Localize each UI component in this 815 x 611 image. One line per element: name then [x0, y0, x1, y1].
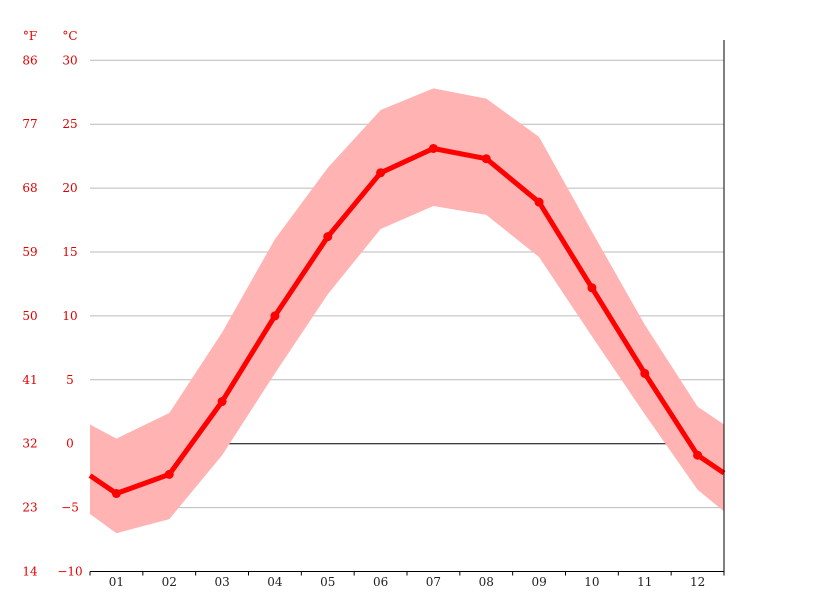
celsius-tick-label: 30 — [62, 53, 77, 67]
celsius-tick-label: 25 — [62, 117, 77, 131]
data-point — [111, 489, 121, 499]
celsius-unit-label: °C — [62, 29, 77, 43]
fahrenheit-unit-label: °F — [23, 29, 37, 43]
fahrenheit-tick-label: 77 — [22, 117, 37, 131]
x-tick-label: 05 — [320, 575, 335, 589]
x-tick-label: 12 — [690, 575, 705, 589]
fahrenheit-tick-label: 59 — [22, 245, 37, 259]
x-tick-label: 10 — [584, 575, 599, 589]
celsius-tick-label: 0 — [66, 437, 74, 451]
celsius-tick-label: 20 — [62, 181, 77, 195]
fahrenheit-tick-label: 14 — [22, 565, 38, 579]
fahrenheit-tick-label: 50 — [22, 309, 37, 323]
fahrenheit-tick-label: 41 — [22, 373, 37, 387]
celsius-tick-label: 10 — [62, 309, 77, 323]
celsius-tick-label: 5 — [66, 373, 74, 387]
x-tick-label: 08 — [479, 575, 494, 589]
fahrenheit-tick-label: 86 — [22, 53, 37, 67]
x-tick-label: 03 — [214, 575, 229, 589]
x-tick-label: 07 — [426, 575, 441, 589]
data-point — [693, 450, 703, 460]
data-point — [481, 154, 491, 164]
celsius-tick-label: −10 — [57, 565, 82, 579]
x-tick-label: 01 — [109, 575, 124, 589]
data-point — [323, 232, 333, 242]
celsius-tick-label: 15 — [62, 245, 77, 259]
data-point — [376, 168, 386, 178]
data-point — [428, 143, 438, 153]
data-point — [640, 368, 650, 378]
x-tick-label: 02 — [162, 575, 177, 589]
fahrenheit-tick-label: 32 — [22, 437, 37, 451]
celsius-tick-label: −5 — [61, 501, 79, 515]
data-point — [217, 397, 227, 407]
x-tick-label: 09 — [531, 575, 546, 589]
temperature-range-band — [90, 88, 724, 534]
data-point — [164, 469, 174, 479]
fahrenheit-tick-label: 68 — [22, 181, 37, 195]
data-point — [534, 197, 544, 207]
data-point — [587, 283, 597, 293]
fahrenheit-tick-label: 23 — [22, 501, 37, 515]
data-point — [270, 311, 280, 321]
x-tick-label: 11 — [637, 575, 652, 589]
average-temperature-line — [88, 146, 726, 496]
x-tick-label: 06 — [373, 575, 388, 589]
x-tick-label: 04 — [267, 575, 283, 589]
